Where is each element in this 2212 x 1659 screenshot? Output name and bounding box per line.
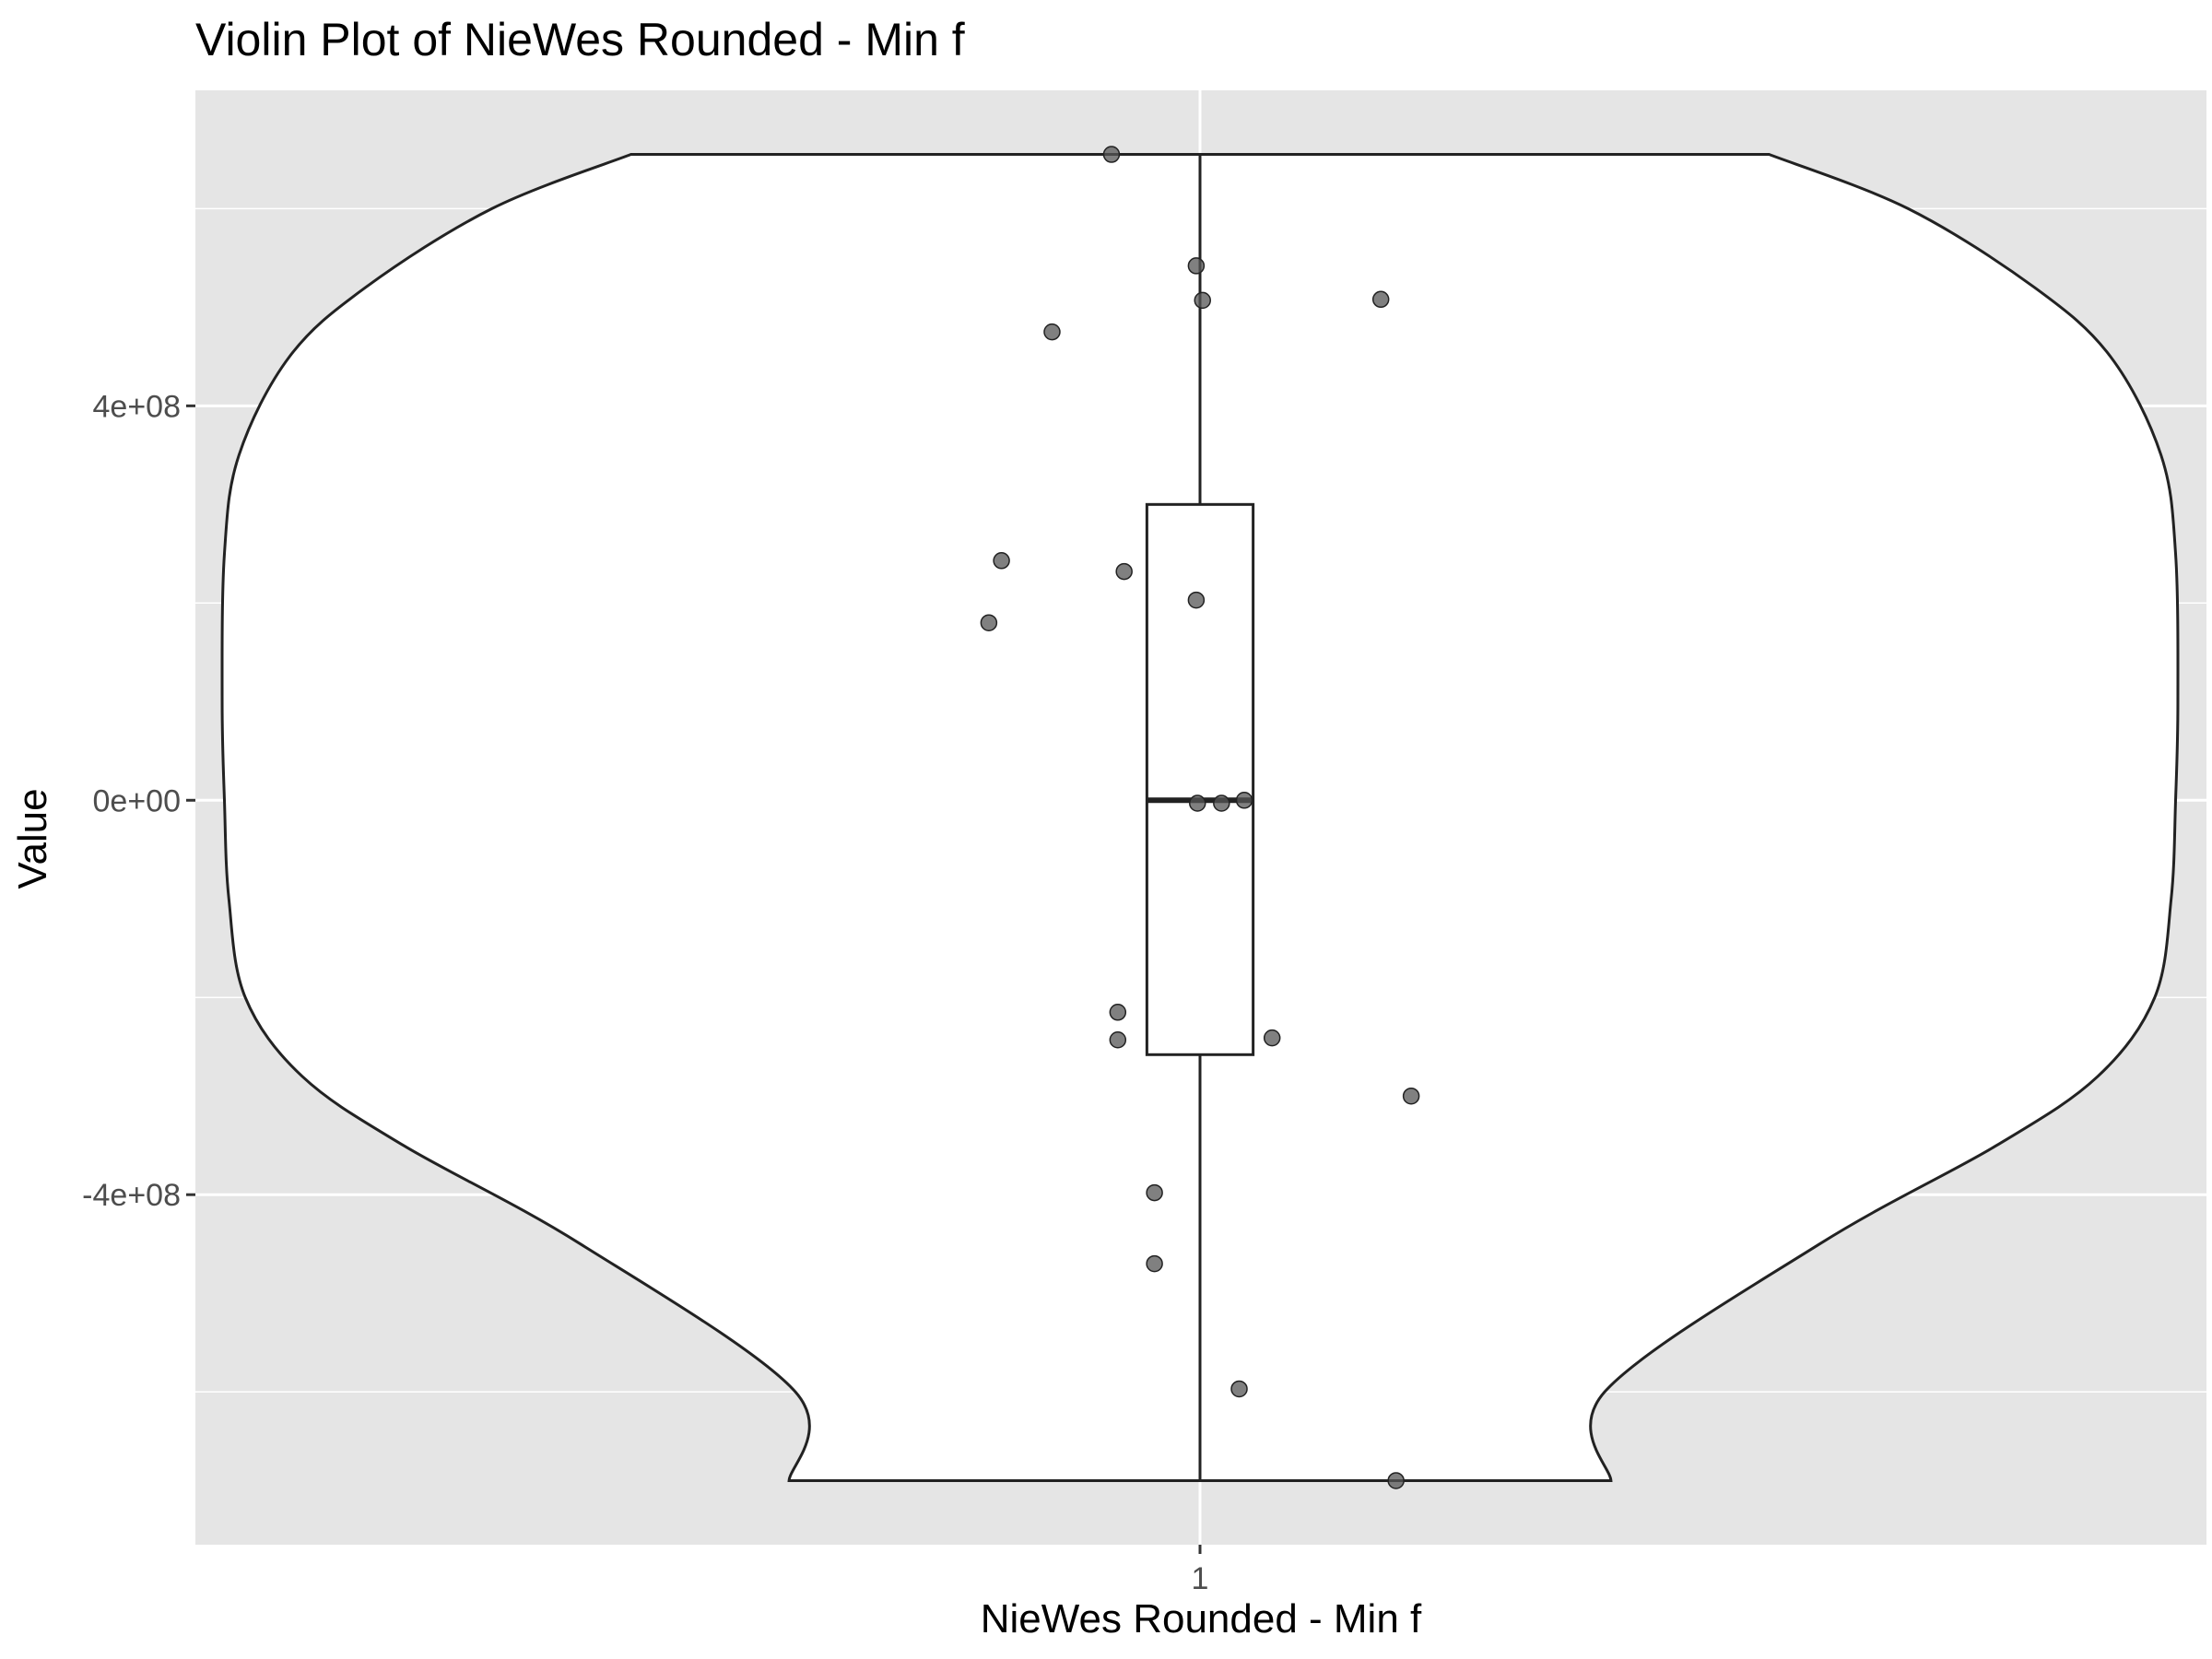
data-point <box>980 614 998 631</box>
data-point <box>1371 290 1390 309</box>
data-point <box>1043 323 1061 341</box>
data-point <box>1194 291 1211 310</box>
data-point <box>1230 1380 1248 1398</box>
data-point <box>1187 257 1206 275</box>
y-tick-label: -4e+08 <box>82 1178 181 1213</box>
x-tick-label: 1 <box>1192 1561 1209 1596</box>
data-point <box>1115 562 1133 581</box>
data-point <box>1187 591 1206 609</box>
y-axis-label: Value <box>10 788 55 889</box>
data-point <box>993 552 1010 570</box>
data-point <box>1109 1030 1127 1049</box>
y-tick-label: 0e+00 <box>93 783 182 818</box>
x-axis-label: NieWes Rounded - Min f <box>980 1596 1422 1641</box>
data-point <box>1387 1472 1405 1489</box>
data-point <box>1102 146 1121 163</box>
data-point <box>1109 1004 1127 1021</box>
data-point <box>1235 792 1253 809</box>
data-point <box>1146 1183 1163 1202</box>
data-point <box>1213 794 1230 812</box>
data-point <box>1146 1254 1163 1273</box>
y-tick-label: 4e+08 <box>93 389 182 424</box>
jitter-points <box>980 146 1420 1489</box>
boxplot-layer <box>1145 154 1255 1481</box>
data-point <box>1263 1029 1281 1047</box>
chart-title: Violin Plot of NieWes Rounded - Min f <box>195 14 965 65</box>
y-axis: -4e+08 0e+00 4e+08 <box>82 389 195 1213</box>
data-point <box>1189 794 1206 812</box>
data-point <box>1402 1087 1420 1105</box>
box-iqr <box>1145 502 1255 1056</box>
x-axis: 1 <box>1192 1545 1209 1596</box>
